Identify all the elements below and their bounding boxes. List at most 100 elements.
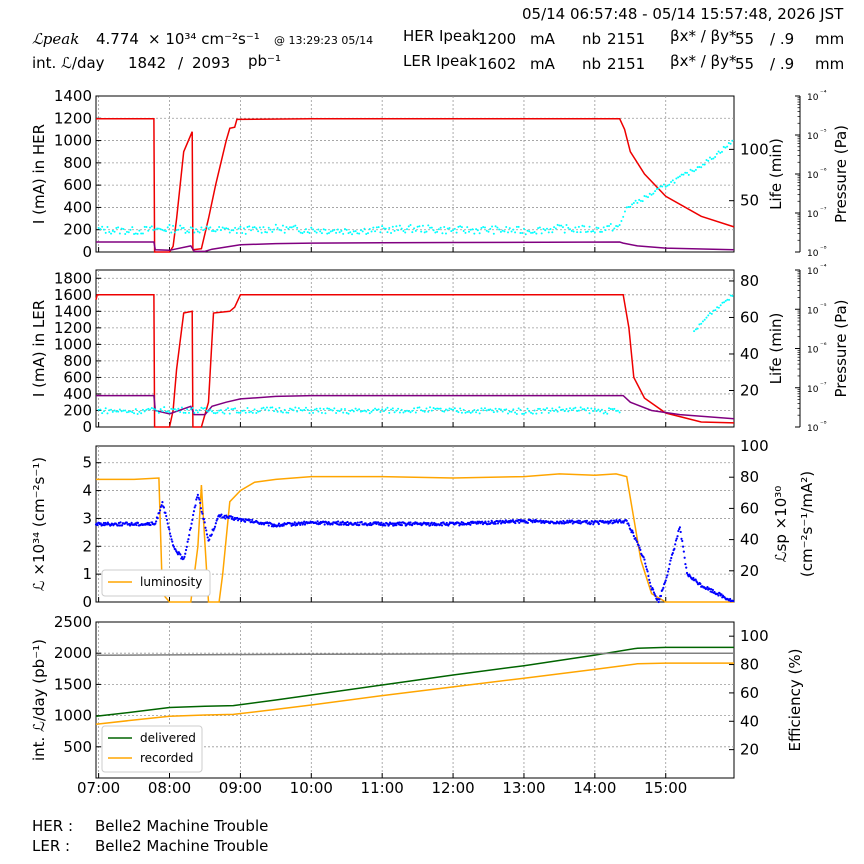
pressure-point-ler xyxy=(728,298,731,301)
pressure-point-her xyxy=(694,168,697,171)
pressure-point-her xyxy=(202,229,205,232)
specific-lum-point xyxy=(188,534,191,537)
pressure-point-her xyxy=(661,185,664,188)
specific-lum-point xyxy=(158,511,161,515)
pressure-point-her xyxy=(267,226,270,229)
pressure-point-ler xyxy=(234,407,237,410)
pressure-point-ler xyxy=(372,409,375,412)
pressure-point-ler xyxy=(604,411,607,414)
specific-lum-point xyxy=(462,521,465,524)
pressure-point-her xyxy=(530,231,533,234)
pressure-point-ler xyxy=(714,309,717,312)
pressure-point-ler xyxy=(184,411,187,414)
pressure-point-ler xyxy=(526,407,529,410)
specific-lum-point xyxy=(607,522,610,525)
pressure-point-her xyxy=(303,230,306,233)
pressure-point-ler xyxy=(335,412,338,415)
pressure-point-ler xyxy=(299,408,302,411)
pressure-point-her xyxy=(446,227,449,230)
ler-beta-label: βx* / βy* xyxy=(670,52,737,70)
pressure-point-her xyxy=(237,227,240,230)
pressure-point-her xyxy=(349,231,352,234)
specific-lum-point xyxy=(679,530,682,534)
pressure-point-her xyxy=(331,229,334,232)
lpeak-unit: × 10³⁴ cm⁻²s⁻¹ xyxy=(148,30,260,48)
pressure-point-her xyxy=(133,233,136,236)
pressure-point-her xyxy=(101,225,104,228)
specific-lum-point xyxy=(408,523,411,526)
specific-lum-point xyxy=(212,529,215,532)
pressure-point-ler xyxy=(540,411,543,414)
pressure-point-ler xyxy=(285,411,288,414)
specific-lum-point xyxy=(136,521,140,524)
pressure-point-her xyxy=(439,226,442,229)
pressure-point-her xyxy=(583,225,586,228)
specific-lum-point xyxy=(189,526,192,530)
pressure-point-ler xyxy=(395,409,398,412)
pressure-point-ler xyxy=(478,412,481,415)
specific-lum-point xyxy=(96,523,99,527)
pressure-point-her xyxy=(427,224,430,227)
pressure-point-ler xyxy=(384,408,387,411)
pressure-point-her xyxy=(554,227,557,230)
specific-lum-point xyxy=(395,524,398,527)
pressure-point-ler xyxy=(716,306,719,309)
pressure-point-ler xyxy=(226,407,229,410)
y-tick-label-intlum: 1500 xyxy=(54,675,92,693)
specific-lum-point xyxy=(119,521,122,524)
specific-lum-point xyxy=(663,581,667,584)
pressure-point-ler xyxy=(97,408,100,411)
pressure-point-ler xyxy=(239,411,242,414)
pressure-point-her xyxy=(503,230,506,233)
pressure-point-her xyxy=(188,231,191,234)
pressure-point-ler xyxy=(404,410,407,413)
pressure-point-her xyxy=(701,163,704,166)
pressure-point-her xyxy=(384,227,387,230)
pressure-point-ler xyxy=(216,411,219,414)
specific-lum-point xyxy=(407,521,411,524)
pressure-point-her xyxy=(414,229,417,232)
specific-lum-point xyxy=(195,498,198,501)
pressure-point-ler xyxy=(514,411,517,414)
pressure-point-her xyxy=(402,230,405,233)
specific-lum-point xyxy=(391,522,394,525)
pressure-point-her xyxy=(714,156,717,159)
pressure-point-her xyxy=(588,225,591,228)
specific-lum-point xyxy=(610,519,613,522)
pressure-point-ler xyxy=(180,406,183,409)
pressure-point-ler xyxy=(207,410,210,413)
pressure-point-ler xyxy=(351,409,354,412)
pressure-point-her xyxy=(120,227,123,230)
pressure-point-her xyxy=(528,230,531,233)
pressure-point-her xyxy=(111,229,114,232)
pressure-point-her xyxy=(475,228,478,231)
pressure-point-ler xyxy=(310,409,313,412)
pressure-point-ler xyxy=(127,410,130,413)
pressure-point-her xyxy=(163,229,166,232)
pressure-point-her xyxy=(434,231,437,234)
pressure-point-her xyxy=(264,231,267,234)
specific-lum-point xyxy=(392,522,396,525)
specific-lum-point xyxy=(612,519,616,522)
pressure-point-ler xyxy=(700,322,703,325)
pressure-point-ler xyxy=(115,410,118,413)
pressure-point-ler xyxy=(104,407,107,410)
pressure-point-ler xyxy=(464,411,467,414)
pressure-point-her xyxy=(437,228,440,231)
x-tick-label: 14:00 xyxy=(573,779,616,797)
specific-lum-point xyxy=(526,521,529,524)
y-tick-label-intlum: 1000 xyxy=(54,707,92,725)
pressure-point-ler xyxy=(388,411,391,414)
pressure-point-her xyxy=(125,230,128,233)
footer-her-label: HER : xyxy=(32,817,74,835)
y3-tick-label-ler: 10 xyxy=(807,385,819,395)
pressure-point-her xyxy=(241,232,244,235)
pressure-point-her xyxy=(650,193,653,196)
pressure-point-her xyxy=(225,227,228,230)
specific-lum-point xyxy=(429,524,432,527)
specific-lum-point xyxy=(667,567,670,570)
specific-lum-point xyxy=(592,523,595,526)
pressure-point-ler xyxy=(696,327,699,330)
pressure-point-ler xyxy=(136,412,139,415)
pressure-point-ler xyxy=(723,301,726,304)
